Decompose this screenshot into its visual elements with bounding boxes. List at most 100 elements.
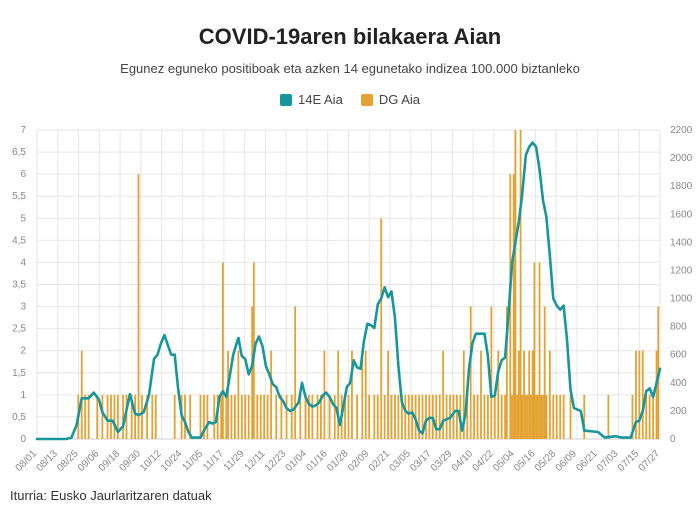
bar-dg-aia xyxy=(452,394,455,439)
bar-dg-aia xyxy=(101,394,104,439)
y-right-tick-label: 800 xyxy=(670,322,687,333)
bar-dg-aia xyxy=(373,394,376,439)
bar-dg-aia xyxy=(552,394,555,439)
x-tick-label: 05/16 xyxy=(512,448,538,474)
series-line-14e-aia xyxy=(35,141,662,441)
bar-dg-aia xyxy=(456,394,458,439)
y-left-tick-label: 5 xyxy=(20,213,26,224)
x-tick-label: 06/21 xyxy=(574,448,600,474)
legend-swatch-dg xyxy=(360,93,373,106)
y-left-tick-label: 3 xyxy=(20,302,26,313)
bar-dg-aia xyxy=(542,394,544,439)
bar-dg-aia xyxy=(528,350,531,439)
legend-label-dg: DG Aia xyxy=(378,92,420,107)
line-14e-aia xyxy=(35,141,662,441)
bar-dg-aia xyxy=(146,394,149,439)
bar-dg-aia xyxy=(270,350,272,439)
bar-dg-aia xyxy=(351,350,353,439)
bar-dg-aia xyxy=(361,350,364,439)
bar-dg-aia xyxy=(607,394,610,439)
x-tick-label: 12/11 xyxy=(243,448,268,473)
x-tick-label: 06/09 xyxy=(554,448,580,474)
bar-dg-aia xyxy=(500,394,503,439)
source-note: Iturria: Eusko Jaurlaritzaren datuak xyxy=(10,488,212,503)
y-left-tick-label: 0 xyxy=(20,434,26,445)
bar-dg-aia xyxy=(308,394,310,439)
chart-subtitle: Egunez eguneko positiboak eta azken 14 e… xyxy=(120,61,580,76)
bar-dg-aia xyxy=(256,394,259,439)
bar-dg-aia xyxy=(559,394,562,439)
y-right-tick-label: 400 xyxy=(670,378,687,389)
bar-dg-aia xyxy=(206,394,209,439)
bars-dg-aia xyxy=(77,130,660,439)
y-left-tick-label: 1 xyxy=(20,390,26,401)
bar-dg-aia xyxy=(320,394,322,439)
bar-dg-aia xyxy=(535,394,537,439)
bar-dg-aia xyxy=(285,394,288,439)
bar-dg-aia xyxy=(438,394,441,439)
x-tick-label: 02/21 xyxy=(367,448,393,474)
bar-dg-aia xyxy=(421,394,424,439)
y-left-tick-label: 6,5 xyxy=(12,147,26,158)
bar-dg-aia xyxy=(383,394,386,439)
bar-dg-aia xyxy=(638,350,641,439)
bar-dg-aia xyxy=(154,394,157,439)
bar-dg-aia xyxy=(87,394,90,439)
bar-dg-aia xyxy=(304,394,307,439)
x-tick-label: 01/04 xyxy=(284,448,310,474)
bar-dg-aia xyxy=(380,218,383,439)
bar-dg-aia xyxy=(247,394,250,439)
x-tick-label: 01/28 xyxy=(325,448,351,474)
bar-dg-aia xyxy=(221,262,224,439)
bar-dg-aia xyxy=(125,394,128,439)
bar-dg-aia xyxy=(390,394,393,439)
bar-dg-aia xyxy=(151,394,154,439)
bar-dg-aia xyxy=(113,394,116,439)
y-right-tick-label: 2000 xyxy=(670,153,693,164)
bar-dg-aia xyxy=(275,394,278,439)
bar-dg-aia xyxy=(290,394,293,439)
bar-dg-aia xyxy=(234,394,236,439)
x-tick-label: 10/24 xyxy=(159,448,185,474)
legend: 14E Aia DG Aia xyxy=(0,92,700,107)
bar-dg-aia xyxy=(137,174,140,439)
y-axis-right: 0 200 400 600 800 1000 1200 1400 1600 1800 2000 220… xyxy=(670,125,693,445)
bar-dg-aia xyxy=(655,350,658,439)
bar-dg-aia xyxy=(583,394,586,439)
x-tick-label: 07/03 xyxy=(595,448,621,474)
y-left-tick-label: 2,5 xyxy=(12,324,26,335)
y-right-tick-label: 1400 xyxy=(670,237,693,248)
bar-dg-aia xyxy=(394,394,396,439)
x-tick-label: 11/17 xyxy=(201,448,226,473)
bar-dg-aia xyxy=(442,350,445,439)
x-tick-label: 12/23 xyxy=(263,448,289,474)
x-tick-label: 07/15 xyxy=(616,448,642,474)
bar-dg-aia xyxy=(376,394,379,439)
bar-dg-aia xyxy=(487,394,489,439)
bar-dg-aia xyxy=(533,262,536,439)
y-left-tick-label: 4,5 xyxy=(12,235,26,246)
bar-dg-aia xyxy=(110,394,112,439)
bar-dg-aia xyxy=(512,174,515,439)
bar-dg-aia xyxy=(404,394,407,439)
bar-dg-aia xyxy=(530,394,532,439)
y-left-tick-label: 7 xyxy=(20,125,26,136)
bar-dg-aia xyxy=(531,350,534,439)
legend-item-14e[interactable]: 14E Aia xyxy=(279,92,343,107)
legend-item-dg[interactable]: DG Aia xyxy=(360,92,420,107)
bar-dg-aia xyxy=(400,394,403,439)
y-left-tick-label: 3,5 xyxy=(12,280,26,291)
bar-dg-aia xyxy=(356,394,359,439)
bar-dg-aia xyxy=(328,394,331,439)
x-tick-label: 02/09 xyxy=(346,448,372,474)
bar-dg-aia xyxy=(347,394,350,439)
bar-dg-aia xyxy=(523,350,525,439)
bar-dg-aia xyxy=(480,350,482,439)
x-tick-label: 11/29 xyxy=(222,448,247,473)
bar-dg-aia xyxy=(299,394,302,439)
bar-dg-aia xyxy=(511,394,513,439)
bar-dg-aia xyxy=(141,394,143,439)
bar-dg-aia xyxy=(344,394,346,439)
bar-dg-aia xyxy=(96,394,99,439)
